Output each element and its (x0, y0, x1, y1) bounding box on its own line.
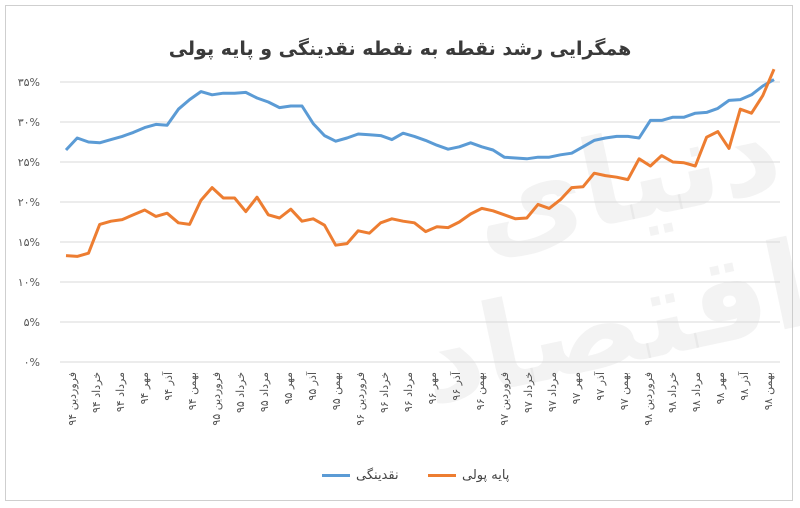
x-tick-label: فروردین ۹۷ (498, 372, 511, 426)
y-tick-label: ۲۵% (18, 156, 40, 169)
series-line-liquidity (64, 78, 775, 161)
chart-frame (5, 5, 793, 501)
legend-swatch-liquidity (322, 474, 350, 477)
x-tick-label: خرداد ۹۵ (234, 372, 247, 413)
x-tick-label: مهر ۹۶ (426, 372, 439, 404)
y-tick-label: ۰% (24, 356, 40, 369)
y-tick-label: ۱۵% (18, 236, 40, 249)
legend-swatch-base-money (428, 474, 456, 477)
y-tick-label: ۳۵% (18, 76, 40, 89)
legend-item-base-money: پایه پولی (428, 468, 509, 483)
legend-item-liquidity: نقدینگی (322, 468, 399, 483)
x-tick-label: بهمن ۹۴ (186, 372, 199, 410)
legend-label-base-money: پایه پولی (462, 468, 510, 483)
x-tick-label: مهر ۹۷ (570, 372, 583, 404)
x-tick-label: مهر ۹۴ (138, 372, 151, 404)
series-line-base-money (65, 68, 776, 258)
x-tick-label: خرداد ۹۴ (90, 372, 103, 413)
y-tick-label: ۳۰% (18, 116, 40, 129)
x-tick-label: آذر ۹۶ (449, 371, 463, 401)
x-tick-label: خرداد ۹۶ (378, 372, 391, 413)
x-tick-label: خرداد ۹۷ (522, 372, 535, 413)
chart-title: همگرایی رشد نقطه به نقطه نقدینگی و پایه … (168, 38, 632, 60)
x-tick-label: مرداد ۹۷ (546, 372, 559, 412)
x-tick-label: آذر ۹۵ (305, 371, 319, 401)
x-tick-label: مهر ۹۸ (714, 372, 727, 404)
x-tick-label: بهمن ۹۵ (330, 372, 343, 410)
x-tick-label: مهر ۹۵ (282, 372, 295, 404)
x-tick-label: فروردین ۹۶ (354, 372, 367, 426)
x-tick-label: فروردین ۹۴ (66, 372, 79, 426)
x-tick-label: آذر ۹۴ (161, 371, 175, 401)
x-tick-label: مرداد ۹۶ (402, 372, 415, 412)
x-tick-label: فروردین ۹۸ (642, 372, 655, 426)
x-tick-label: مرداد ۹۸ (690, 372, 703, 412)
x-tick-label: آذر ۹۷ (593, 371, 607, 401)
x-tick-label: فروردین ۹۵ (210, 372, 223, 426)
x-tick-label: بهمن ۹۶ (474, 372, 487, 410)
x-tick-label: بهمن ۹۸ (762, 372, 775, 410)
x-tick-label: مرداد ۹۵ (258, 372, 271, 412)
x-tick-label: مرداد ۹۴ (114, 372, 127, 412)
x-tick-label: بهمن ۹۷ (618, 372, 631, 410)
y-tick-label: ۲۰% (18, 196, 40, 209)
x-tick-label: آذر ۹۸ (737, 371, 751, 401)
y-tick-label: ۱۰% (18, 276, 40, 289)
legend-label-liquidity: نقدینگی (356, 468, 399, 483)
legend: نقدینگی پایه پولی (0, 468, 800, 488)
x-tick-label: خرداد ۹۸ (666, 372, 679, 413)
y-tick-label: ۵% (24, 316, 40, 329)
